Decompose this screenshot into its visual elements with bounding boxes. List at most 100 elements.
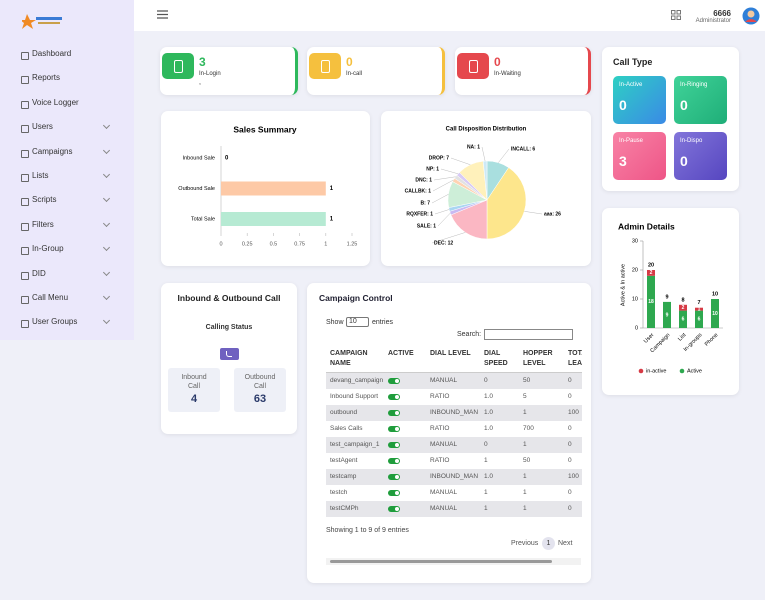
search-input[interactable] bbox=[484, 329, 573, 340]
menu-item[interactable]: Campaigns bbox=[32, 146, 73, 156]
bar-segment bbox=[711, 299, 719, 328]
table-cell: 50 bbox=[523, 457, 531, 464]
menu-item[interactable]: Call Menu bbox=[32, 293, 69, 302]
toggle[interactable] bbox=[388, 458, 400, 464]
legend-marker bbox=[679, 368, 685, 374]
x-tick-label: 0.5 bbox=[270, 241, 278, 247]
length-select[interactable]: 10 bbox=[346, 317, 369, 327]
table-cell: 50 bbox=[523, 377, 531, 384]
table-cell: 1 bbox=[523, 441, 527, 448]
menu-item[interactable]: Reports bbox=[32, 73, 61, 83]
column-header[interactable]: HOPPER LEVEL bbox=[523, 350, 553, 367]
table-cell: 1 bbox=[523, 473, 527, 480]
x-tick-label: 0.25 bbox=[242, 241, 253, 247]
x-tick-label: 1.25 bbox=[347, 241, 358, 247]
table-clip: CAMPAIGN NAME ACTIVE DIAL LEVEL DIAL SPEED H… bbox=[326, 343, 582, 521]
user-role: Administrator bbox=[695, 18, 731, 24]
y-tick-label: 10 bbox=[632, 296, 638, 302]
tile-value: 0 bbox=[680, 97, 688, 113]
menu-item[interactable]: Lists bbox=[32, 171, 49, 180]
bar bbox=[221, 181, 326, 196]
avatar[interactable] bbox=[742, 7, 760, 25]
toggle[interactable] bbox=[388, 426, 400, 432]
toggle-knob bbox=[395, 443, 399, 447]
stat-icon-glyph bbox=[321, 60, 330, 73]
page-next[interactable]: Next bbox=[558, 540, 573, 547]
column-header[interactable]: DIAL SPEED bbox=[484, 350, 508, 367]
total-label: 8 bbox=[681, 297, 684, 303]
value-label: 1 bbox=[330, 217, 334, 223]
column-header[interactable]: ACTIVE bbox=[388, 350, 414, 357]
pie-slice bbox=[482, 160, 488, 201]
toggle[interactable] bbox=[388, 506, 400, 512]
user-name: 6666 bbox=[713, 9, 731, 18]
stat-value: 3 bbox=[199, 55, 206, 69]
toggle[interactable] bbox=[388, 474, 400, 480]
stat-value: 0 bbox=[494, 55, 501, 69]
table-cell: 0 bbox=[484, 441, 488, 448]
page-current[interactable]: 1 bbox=[542, 537, 555, 550]
menu-item[interactable]: Scripts bbox=[32, 195, 57, 205]
scroll-thumb[interactable] bbox=[330, 560, 552, 563]
value-label: 1 bbox=[330, 186, 334, 192]
table-cell: 0 bbox=[568, 377, 572, 384]
toggle-knob bbox=[395, 459, 399, 463]
menu-icon bbox=[21, 198, 29, 207]
menu-item[interactable]: Users bbox=[32, 122, 53, 132]
table-cell: 1 bbox=[523, 505, 527, 512]
menu-item[interactable]: Filters bbox=[32, 219, 54, 229]
category-label: Total Sale bbox=[191, 216, 215, 222]
menu-item[interactable]: User Groups bbox=[32, 317, 78, 327]
value-label: 0 bbox=[225, 156, 229, 162]
menu-icon bbox=[21, 100, 29, 109]
menu-icon bbox=[21, 247, 29, 256]
column-header[interactable]: TOTAL LEADS bbox=[568, 350, 582, 367]
stat-icon bbox=[309, 53, 341, 79]
slice-label: DNC: 1 bbox=[415, 177, 432, 183]
table-cell: testcamp bbox=[330, 473, 357, 480]
stat-icon bbox=[162, 53, 194, 79]
stat-label: In-call bbox=[346, 71, 363, 77]
toggle[interactable] bbox=[388, 490, 400, 496]
table-cell: 0 bbox=[568, 393, 572, 400]
toggle[interactable] bbox=[388, 442, 400, 448]
toggle[interactable] bbox=[388, 410, 400, 416]
page-prev[interactable]: Previous bbox=[511, 540, 539, 547]
tile-value: 0 bbox=[680, 153, 688, 169]
x-tick-label: List bbox=[677, 332, 688, 343]
toggle-knob bbox=[395, 475, 399, 479]
menu-item[interactable]: Dashboard bbox=[32, 49, 72, 58]
menu-toggle[interactable] bbox=[157, 10, 168, 19]
table-cell: 700 bbox=[523, 425, 534, 432]
column-header[interactable]: DIAL LEVEL bbox=[430, 350, 471, 357]
tile-label: In-Pause bbox=[619, 138, 644, 144]
value-label: 6 bbox=[698, 317, 701, 323]
table-cell: 0 bbox=[568, 457, 572, 464]
total-label: 10 bbox=[712, 291, 718, 297]
chart-title: Call Disposition Distribution bbox=[446, 127, 527, 133]
menu-icon bbox=[21, 320, 29, 329]
legend-marker bbox=[638, 368, 644, 374]
bar bbox=[221, 212, 326, 226]
call-label: Inbound Call bbox=[181, 374, 207, 390]
table-cell: INBOUND_MAN bbox=[430, 409, 479, 416]
slice-label: DEC: 12 bbox=[434, 240, 453, 246]
leader-line bbox=[481, 146, 486, 162]
toggle[interactable] bbox=[388, 394, 400, 400]
menu-item[interactable]: DID bbox=[32, 268, 46, 278]
x-tick-label: User bbox=[643, 332, 656, 345]
table-cell: RATIO bbox=[430, 457, 450, 464]
table-cell: testCMPh bbox=[330, 505, 359, 512]
menu-item[interactable]: Voice Logger bbox=[32, 97, 79, 107]
slice-label: RQXFER: 1 bbox=[406, 211, 433, 217]
row-shade bbox=[326, 469, 582, 485]
column-header[interactable]: CAMPAIGN NAME bbox=[330, 350, 368, 367]
apps-icon[interactable] bbox=[671, 10, 681, 20]
header-rule bbox=[326, 372, 582, 373]
toggle[interactable] bbox=[388, 378, 400, 384]
menu-item[interactable]: In-Group bbox=[32, 244, 64, 254]
bar-segment bbox=[695, 307, 703, 311]
category-label: Outbound Sale bbox=[178, 186, 215, 192]
bar-segment bbox=[647, 275, 655, 328]
